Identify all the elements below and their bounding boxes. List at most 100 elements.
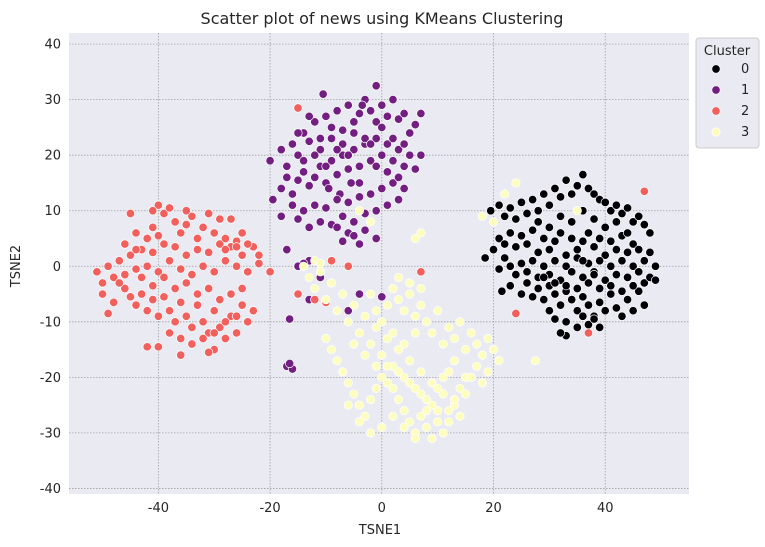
y-tick-label: -20 <box>40 371 61 386</box>
legend-box <box>695 37 760 149</box>
point-cluster-2 <box>232 242 242 252</box>
point-cluster-3 <box>421 406 432 416</box>
point-cluster-1 <box>332 145 342 155</box>
point-cluster-1 <box>416 150 426 160</box>
point-cluster-3 <box>405 356 415 366</box>
point-cluster-0 <box>533 206 543 216</box>
point-cluster-3 <box>405 278 415 288</box>
point-cluster-0 <box>595 297 605 307</box>
point-cluster-0 <box>606 206 616 216</box>
point-cluster-0 <box>516 258 526 269</box>
point-cluster-1 <box>321 111 331 121</box>
point-cluster-0 <box>589 314 599 324</box>
point-cluster-3 <box>530 356 540 366</box>
point-cluster-0 <box>611 217 621 227</box>
point-cluster-3 <box>366 339 376 349</box>
point-cluster-2 <box>220 245 230 255</box>
point-cluster-1 <box>366 156 376 166</box>
point-cluster-0 <box>528 195 538 205</box>
point-cluster-1 <box>360 225 370 235</box>
legend-label-2: 2 <box>741 104 749 119</box>
point-cluster-0 <box>606 281 616 291</box>
point-cluster-1 <box>310 117 320 127</box>
point-cluster-3 <box>494 356 504 366</box>
point-cluster-1 <box>287 200 297 210</box>
point-cluster-3 <box>377 422 387 432</box>
point-cluster-0 <box>628 239 638 249</box>
point-cluster-3 <box>315 267 325 277</box>
point-cluster-1 <box>304 181 314 191</box>
point-cluster-1 <box>287 189 297 199</box>
point-cluster-2 <box>583 328 594 338</box>
point-cluster-2 <box>215 295 225 305</box>
point-cluster-2 <box>204 247 214 257</box>
point-cluster-1 <box>377 292 387 302</box>
point-cluster-3 <box>393 367 404 377</box>
point-cluster-0 <box>539 295 549 305</box>
point-cluster-3 <box>444 406 454 416</box>
point-cluster-2 <box>181 206 191 216</box>
point-cluster-0 <box>522 267 532 277</box>
point-cluster-0 <box>639 300 649 310</box>
point-cluster-3 <box>366 395 376 405</box>
point-cluster-0 <box>634 267 644 277</box>
point-cluster-0 <box>617 208 627 219</box>
point-cluster-3 <box>455 383 465 394</box>
point-cluster-1 <box>366 189 376 199</box>
point-cluster-3 <box>393 395 404 405</box>
point-cluster-3 <box>488 217 499 227</box>
point-cluster-0 <box>561 261 571 271</box>
point-cluster-2 <box>209 228 219 238</box>
point-cluster-0 <box>628 281 638 291</box>
point-cluster-0 <box>500 239 510 249</box>
point-cluster-3 <box>371 306 381 316</box>
point-cluster-1 <box>382 200 392 210</box>
point-cluster-2 <box>293 103 303 113</box>
point-cluster-2 <box>114 256 124 266</box>
point-cluster-0 <box>555 192 566 202</box>
point-cluster-1 <box>343 150 353 160</box>
point-cluster-2 <box>153 267 163 277</box>
point-cluster-1 <box>304 111 314 121</box>
point-cluster-3 <box>433 306 443 316</box>
point-cluster-2 <box>176 333 186 344</box>
point-cluster-1 <box>287 139 297 149</box>
point-cluster-3 <box>377 317 387 327</box>
point-cluster-2 <box>220 317 230 327</box>
point-cluster-1 <box>265 156 275 166</box>
point-cluster-3 <box>449 333 459 344</box>
point-cluster-1 <box>382 111 392 121</box>
point-cluster-0 <box>494 264 504 274</box>
point-cluster-1 <box>318 89 328 99</box>
point-cluster-3 <box>483 367 493 377</box>
point-cluster-0 <box>494 233 504 244</box>
point-cluster-0 <box>606 261 616 271</box>
point-cluster-1 <box>382 167 392 177</box>
point-cluster-2 <box>209 328 219 338</box>
point-cluster-1 <box>366 106 376 116</box>
point-cluster-3 <box>477 378 487 388</box>
point-cluster-0 <box>567 189 577 199</box>
point-cluster-1 <box>304 136 314 146</box>
legend-label-0: 0 <box>741 62 749 77</box>
point-cluster-1 <box>354 161 365 171</box>
point-cluster-3 <box>410 311 420 321</box>
point-cluster-1 <box>343 306 353 316</box>
point-cluster-0 <box>555 328 566 338</box>
point-cluster-3 <box>321 295 331 305</box>
data-points <box>92 81 661 444</box>
point-cluster-2 <box>220 233 230 244</box>
point-cluster-2 <box>220 333 230 344</box>
point-cluster-2 <box>237 283 247 294</box>
point-cluster-0 <box>639 278 649 288</box>
point-cluster-1 <box>285 358 295 369</box>
point-cluster-2 <box>237 228 247 238</box>
point-cluster-2 <box>131 264 141 274</box>
point-cluster-3 <box>377 372 387 382</box>
point-cluster-2 <box>120 270 130 280</box>
point-cluster-3 <box>461 345 471 355</box>
point-cluster-1 <box>349 128 359 138</box>
point-cluster-3 <box>427 433 437 444</box>
point-cluster-3 <box>332 356 342 366</box>
point-cluster-3 <box>438 339 448 349</box>
